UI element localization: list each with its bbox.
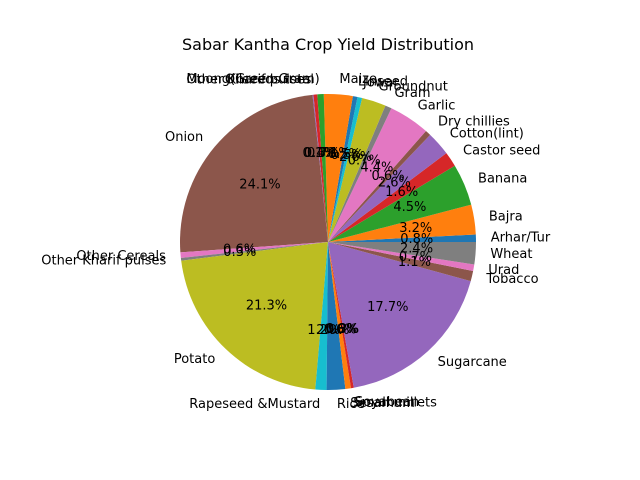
pct-label-other-kharif-pulses: 0.3% [223,245,256,260]
pie-slice-rice [326,242,346,390]
slice-label-sugarcane: Sugarcane [438,355,507,370]
slice-label-linseed: Linseed [358,74,408,89]
pie-slice-soyabean [328,242,354,389]
pct-label-oilseeds-total: 0.4% [304,146,337,161]
pct-label-tobacco: 1.1% [398,255,431,270]
slice-label-dry-chillies: Dry chillies [438,115,510,130]
pie-percent-labels: 0.8%3.2%4.5%1.6%2.6%0.6%4.4%0.7%2.6%0.5%… [223,146,433,338]
slice-label-rice: Rice [337,397,365,412]
pct-label-sugarcane: 17.7% [367,300,408,315]
slice-label-soyabean: Soyabean [355,395,419,410]
pct-label-banana: 4.5% [393,200,426,215]
pct-label-cotton-lint: 2.6% [378,176,411,191]
pct-label-soyabean: 0.3% [326,322,359,337]
pct-label-groundnut: 2.6% [339,150,372,165]
slice-label-sesamum: Sesamum [350,396,415,411]
slice-label-onion: Onion [165,130,203,145]
pct-label-onion: 24.1% [239,177,280,192]
pie-slice-jowar [328,96,363,242]
pct-label-urad: 0.7% [399,250,432,265]
pct-label-jowar: 0.5% [331,148,364,163]
pct-label-garlic: 4.4% [360,160,393,175]
pct-label-potato: 21.3% [246,299,287,314]
chart-title: Sabar Kantha Crop Yield Distribution [182,35,474,54]
pie-slice-moong-green-gram [317,94,328,242]
pct-label-arhar-tur: 0.8% [400,232,433,247]
slice-label-urad: Urad [488,263,519,278]
slice-label-jowar: Jowar [362,76,399,91]
pie-slices [179,93,476,390]
slice-label-castor-seed: Castor seed [463,144,540,159]
pct-label-sesamum: 0.6% [324,322,357,337]
pie-slice-other-cereals [180,242,328,259]
slice-label-gram: Gram [394,86,430,101]
pct-label-bajra: 3.2% [399,221,432,236]
slice-label-oilseeds-total: Oilseeds total [225,72,314,87]
pie-slice-labels: Arhar/Tur Bajra Banana Castor seed Cotton(li… [41,72,551,412]
slice-label-tobacco: Tobacco [485,272,538,287]
pie-slice-maize [323,93,353,242]
pie-slice-bajra [328,204,476,242]
pct-label-gram: 0.7% [348,153,381,168]
slice-label-maize: Maize [339,72,377,87]
pct-label-dry-chillies: 0.6% [372,169,405,184]
slice-label-other-kharif-pulses: Other Kharif pulses [41,254,166,269]
slice-label-other-cereals: Other Cereals [76,249,166,264]
pct-label-maize: 3.1% [318,146,351,161]
pie-slice-oilseeds-total [313,94,328,243]
slice-label-groundnut: Groundnut [379,80,448,95]
pie-slice-linseed [328,96,358,242]
pie-slice-dry-chillies [328,131,431,242]
pie-slice-urad [328,242,475,272]
pie-slice-other-kharif-pulses [180,242,328,261]
slice-label-potato: Potato [174,352,215,367]
pct-label-moong-green-gram: 0.7% [307,146,340,161]
slice-label-moong-green-gram: Moong(Green Gram) [186,72,319,87]
pie-slice-onion [179,94,328,253]
slice-label-rapeseed-mustard: Rapeseed &Mustard [189,397,320,412]
slice-label-small-millets: Small millets [353,395,437,410]
pie-slice-wheat [328,242,476,265]
pie-slice-garlic [328,108,426,243]
slice-label-other-kharif-pulses: Other Kharif pulses [186,73,311,88]
pct-label-castor-seed: 1.6% [385,185,418,200]
pie-slice-cotton-lint [328,134,447,242]
slice-label-banana: Banana [478,171,527,186]
pie-slice-rapeseed-mustard [315,242,328,390]
pct-label-linseed: 0.5% [328,147,361,162]
slice-label-wheat: Wheat [490,247,532,262]
pct-label-wheat: 2.4% [400,241,433,256]
pie-slice-potato [181,242,328,390]
pct-label-rice: 2.0% [316,323,349,338]
pct-label-rapeseed-mustard: 1.2% [307,323,340,338]
slice-label-bajra: Bajra [489,210,523,225]
pct-label-other-cereals: 0.6% [223,242,256,257]
slice-label-arhar-tur: Arhar/Tur [491,230,551,245]
pie-slice-sesamum [328,242,352,389]
pie-slice-sugarcane [328,242,471,388]
pie-slice-arhar-tur [328,234,476,242]
pie-slice-tobacco [328,242,474,282]
pie-slice-gram [328,105,392,242]
pie-slice-castor-seed [328,153,455,242]
pie-slice-other-kharif-pulses [312,94,328,243]
pct-label-other-kharif-pulses: 0.1% [302,146,335,161]
slice-label-garlic: Garlic [418,99,456,114]
pie-slice-groundnut [328,97,386,243]
pct-label-small-millets: 0.0% [325,322,358,337]
slice-label-cotton-lint: Cotton(lint) [450,126,524,141]
pie-slice-banana [328,165,472,242]
